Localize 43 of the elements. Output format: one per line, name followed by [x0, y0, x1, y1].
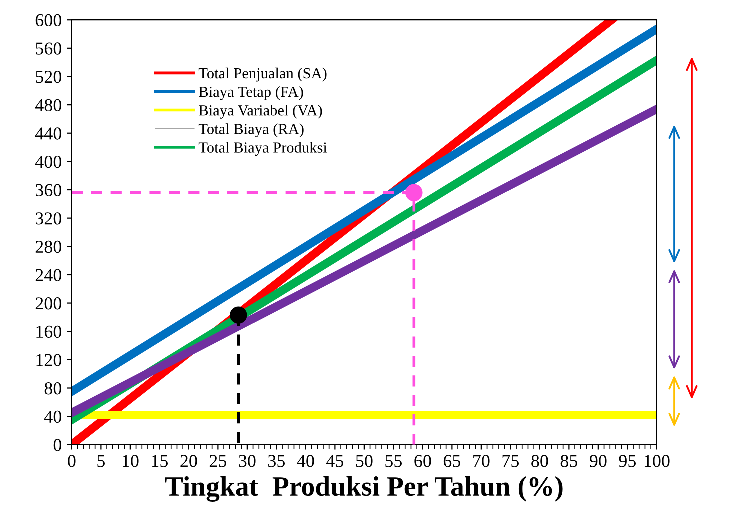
legend-label: Total Biaya (RA)	[198, 124, 304, 138]
legend-label: Total Biaya Produksi	[198, 142, 328, 156]
x-tick-label: 25	[210, 455, 227, 468]
x-tick-label: 5	[98, 455, 105, 468]
y-tick-label: 0	[54, 439, 62, 452]
y-tick-label: 320	[36, 212, 62, 225]
x-tick-label: 90	[590, 455, 607, 468]
x-tick-label: 95	[619, 455, 636, 468]
x-tick-label: 50	[356, 455, 373, 468]
y-tick-label: 480	[35, 99, 62, 112]
x-tick-label: 85	[560, 455, 578, 468]
x-tick-label: 0	[68, 455, 76, 468]
x-tick-label: 55	[386, 455, 402, 468]
x-tick-label: 80	[532, 455, 548, 468]
y-tick-label: 80	[44, 382, 62, 395]
y-tick-label: 240	[36, 269, 62, 282]
y-tick-label: 560	[36, 42, 62, 55]
y-tick-label: 440	[35, 128, 62, 140]
legend-label: Biaya Tetap (FA)	[199, 86, 304, 100]
y-tick-label: 520	[36, 71, 62, 84]
x-tick-label: 45	[326, 455, 344, 468]
y-tick-label: 400	[35, 156, 62, 168]
y-tick-label: 280	[36, 240, 62, 254]
x-tick-label: 10	[122, 455, 139, 468]
x-axis-title: Tingkat Produksi Per Tahun (%)	[165, 476, 563, 502]
x-tick-label: 30	[239, 455, 256, 468]
x-tick-label: 35	[268, 455, 286, 468]
legend-label: Biaya Variabel (VA)	[199, 105, 322, 119]
y-tick-label: 40	[44, 410, 62, 424]
x-tick-label: 60	[414, 455, 432, 468]
x-tick-label: 15	[152, 455, 168, 468]
x-tick-label: 65	[444, 455, 461, 468]
x-tick-label: 100	[644, 455, 670, 468]
x-tick-label: 70	[474, 455, 490, 468]
y-tick-label: 360	[36, 184, 62, 196]
x-tick-label: 40	[297, 455, 314, 468]
y-tick-label: 600	[36, 14, 62, 27]
y-tick-label: 160	[36, 326, 62, 338]
x-tick-label: 20	[180, 455, 198, 468]
x-tick-label: 75	[502, 455, 520, 468]
legend-label: Total Penjualan (SA)	[198, 68, 327, 82]
y-tick-label: 120	[36, 354, 62, 366]
y-tick-label: 200	[36, 298, 62, 310]
